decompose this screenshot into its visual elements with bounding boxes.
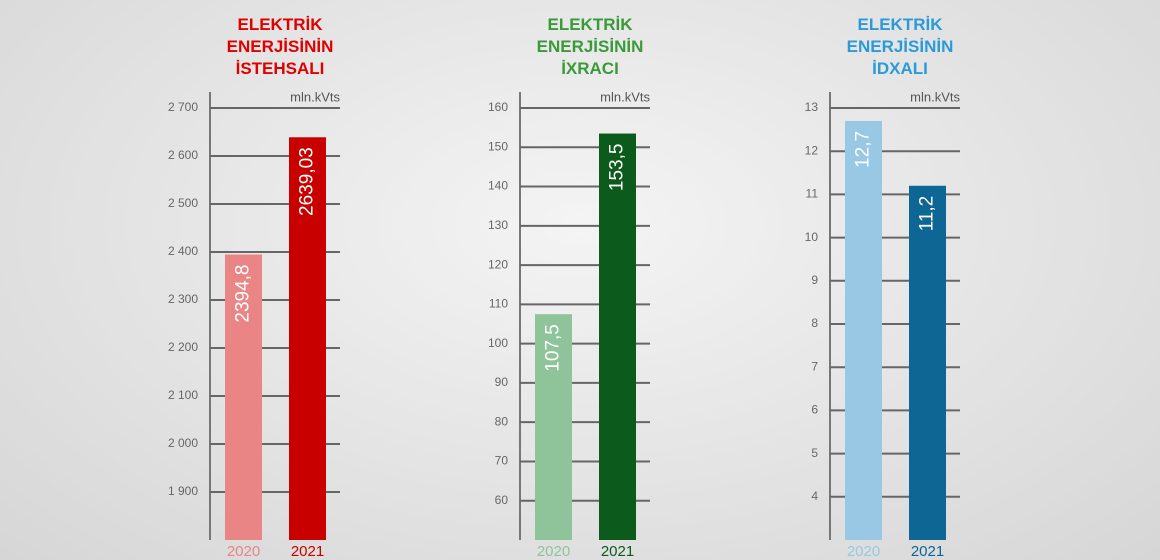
y-tick-label: 160 — [488, 100, 508, 114]
y-tick-label: 150 — [488, 139, 508, 153]
y-tick-label: 130 — [488, 218, 508, 232]
y-tick-label: 110 — [489, 297, 508, 311]
y-tick-label: 100 — [488, 336, 508, 350]
y-tick-label: 2 400 — [168, 244, 198, 258]
data-label: 11,2 — [917, 196, 938, 232]
y-tick-label: 60 — [495, 493, 509, 507]
bar — [845, 120, 882, 541]
bar — [225, 254, 262, 540]
data-label: 2394,8 — [233, 264, 254, 322]
chart-title: ELEKTRİK ENERJİSİNİN İXRACI — [536, 15, 644, 78]
chart-title: ELEKTRİK ENERJİSİNİN İSTEHSALI — [226, 15, 334, 78]
y-tick-label: 12 — [805, 143, 819, 157]
y-tick-label: 2 700 — [168, 100, 198, 114]
y-tick-label: 11 — [806, 187, 819, 201]
data-label: 2639,03 — [297, 147, 318, 216]
unit-label: mln.kVts — [290, 89, 340, 104]
y-tick-label: 2 500 — [168, 196, 198, 210]
x-tick-label: 2020 — [227, 543, 260, 560]
y-tick-label: 70 — [495, 454, 509, 468]
y-tick-label: 4 — [811, 489, 818, 503]
y-tick-label: 2 300 — [168, 292, 198, 306]
y-tick-label: 2 200 — [168, 340, 198, 354]
data-label: 107,5 — [543, 324, 564, 372]
data-label: 153,5 — [607, 144, 628, 192]
y-tick-label: 5 — [811, 446, 818, 460]
y-tick-label: 140 — [488, 179, 508, 193]
y-tick-label: 2 000 — [168, 436, 198, 450]
y-tick-label: 13 — [805, 100, 819, 114]
data-label: 12,7 — [853, 131, 874, 168]
bar — [535, 314, 572, 540]
y-tick-label: 8 — [811, 316, 818, 330]
x-tick-label: 2020 — [847, 543, 880, 560]
unit-label: mln.kVts — [600, 89, 650, 104]
y-tick-label: 2 100 — [168, 388, 198, 402]
bar — [909, 185, 946, 540]
unit-label: mln.kVts — [910, 89, 960, 104]
bar — [289, 137, 326, 540]
x-tick-label: 2021 — [601, 543, 634, 560]
y-tick-label: 9 — [811, 273, 818, 287]
x-tick-label: 2020 — [537, 543, 570, 560]
y-tick-label: 10 — [805, 230, 819, 244]
y-tick-label: 7 — [811, 359, 818, 373]
x-tick-label: 2021 — [911, 543, 944, 560]
y-tick-label: 80 — [495, 414, 509, 428]
y-tick-label: 1 900 — [168, 484, 198, 498]
y-tick-label: 2 600 — [168, 148, 198, 162]
x-tick-label: 2021 — [291, 543, 324, 560]
bar — [599, 133, 636, 540]
chart-title: ELEKTRİK ENERJİSİNİN İDXALI — [846, 15, 954, 78]
y-tick-label: 120 — [488, 257, 508, 271]
y-tick-label: 6 — [811, 403, 818, 417]
y-tick-label: 90 — [495, 375, 509, 389]
